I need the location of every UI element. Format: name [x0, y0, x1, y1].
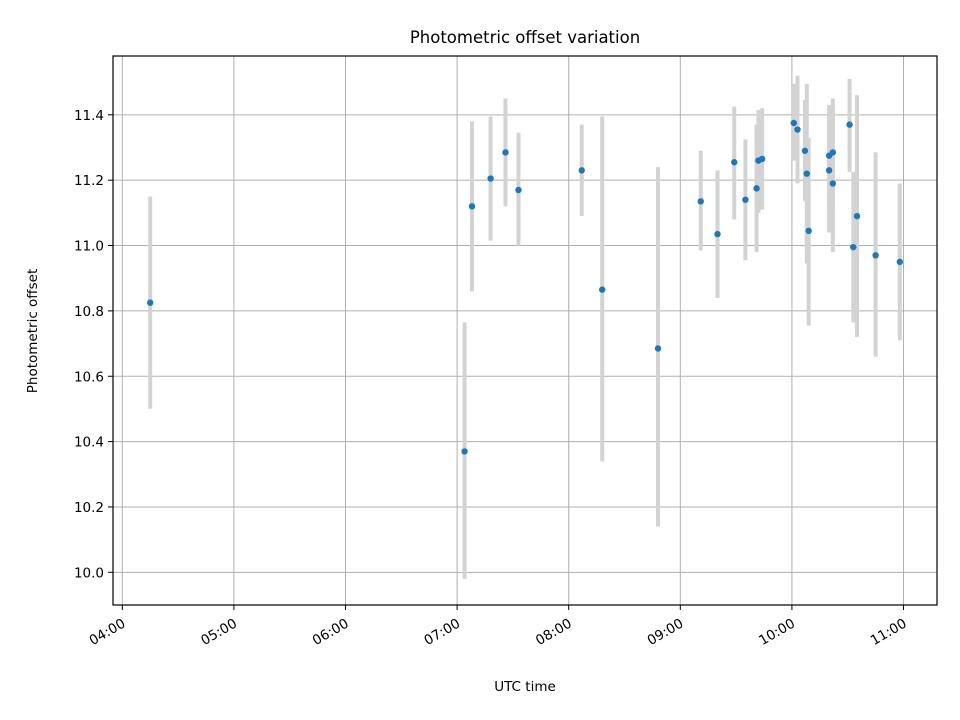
y-tick-label: 11.2 [74, 173, 104, 189]
data-point [468, 203, 476, 210]
data-point [790, 119, 797, 127]
data-point [598, 286, 606, 293]
data-point [825, 167, 833, 174]
plot-frame [112, 55, 938, 606]
x-tick-label: 07:00 [421, 616, 463, 649]
data-point [578, 167, 585, 174]
data-point [805, 227, 812, 235]
data-point [794, 126, 801, 133]
data-point [829, 149, 837, 156]
data-point [758, 155, 766, 163]
data-point [753, 185, 760, 192]
data-point [487, 175, 494, 182]
point-layer [147, 119, 903, 455]
x-axis-label: UTC time [494, 679, 556, 695]
data-point [801, 147, 809, 154]
data-point [803, 170, 810, 177]
x-tick-label: 06:00 [310, 616, 352, 649]
data-point [853, 212, 861, 220]
data-point [850, 243, 857, 251]
y-tick-label: 10.8 [74, 304, 104, 320]
x-tick-label: 11:00 [868, 616, 910, 649]
x-tick-label: 09:00 [645, 616, 687, 649]
y-axis-label: Photometric offset [25, 269, 41, 393]
errorbar-layer [148, 75, 902, 579]
y-tick-label: 11.4 [74, 108, 104, 124]
data-point [515, 186, 522, 194]
data-point [846, 121, 853, 128]
data-point [147, 299, 154, 306]
y-tick-label: 10.2 [74, 500, 104, 516]
grid-layer [113, 56, 937, 605]
data-point [896, 258, 903, 266]
data-point [461, 448, 468, 455]
y-tick-label: 10.0 [74, 565, 104, 581]
y-tick-label: 11.0 [74, 239, 104, 255]
x-tick-label: 04:00 [87, 616, 129, 649]
x-tick-label: 05:00 [198, 616, 240, 649]
x-tick-label: 10:00 [756, 616, 798, 649]
data-point [872, 252, 879, 259]
data-point [697, 198, 704, 205]
x-tick-label: 08:00 [533, 616, 575, 649]
data-point [654, 345, 662, 352]
data-point [502, 149, 509, 156]
chart-title: Photometric offset variation [410, 28, 640, 47]
data-point [742, 196, 749, 203]
data-point [731, 159, 738, 166]
y-tick-label: 10.4 [74, 435, 104, 451]
y-tick-label: 10.6 [74, 369, 104, 385]
data-point [714, 230, 721, 238]
data-point [829, 180, 837, 187]
